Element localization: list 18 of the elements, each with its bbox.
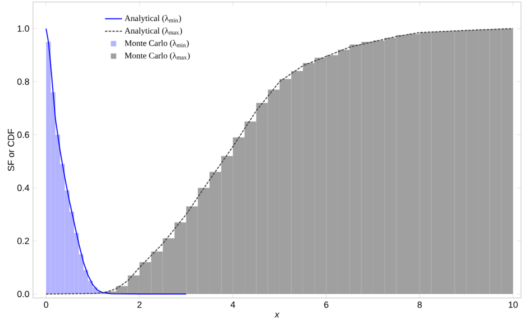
legend-label: Monte Carlo (λ$_{min}$) (124, 40, 189, 48)
x-tick-label: 6 (324, 302, 328, 308)
y-tick-label: 0.4 (17, 184, 30, 192)
legend-label: Monte Carlo (λ$_{max}$) (124, 52, 190, 60)
legend-label: Analytical (λ$_{min}$) (124, 15, 181, 23)
x-tick-label: 10 (508, 302, 518, 308)
x-tick-label: 8 (418, 302, 422, 308)
y-tick-label: 0.0 (17, 290, 30, 298)
y-tick-label: 0.6 (17, 132, 30, 138)
y-axis-title: SF or CDF (8, 128, 14, 172)
y-tick-label: 1.0 (18, 25, 30, 32)
x-axis-title: x (274, 312, 280, 318)
x-tick-label: 4 (230, 302, 236, 308)
y-tick-label: 0.2 (17, 238, 30, 244)
legend-label: Analytical (λ$_{max}$) (124, 27, 182, 36)
y-tick-label: 0.8 (17, 78, 30, 85)
x-tick-label: 0 (44, 302, 48, 308)
x-tick-label: 2 (137, 302, 142, 308)
